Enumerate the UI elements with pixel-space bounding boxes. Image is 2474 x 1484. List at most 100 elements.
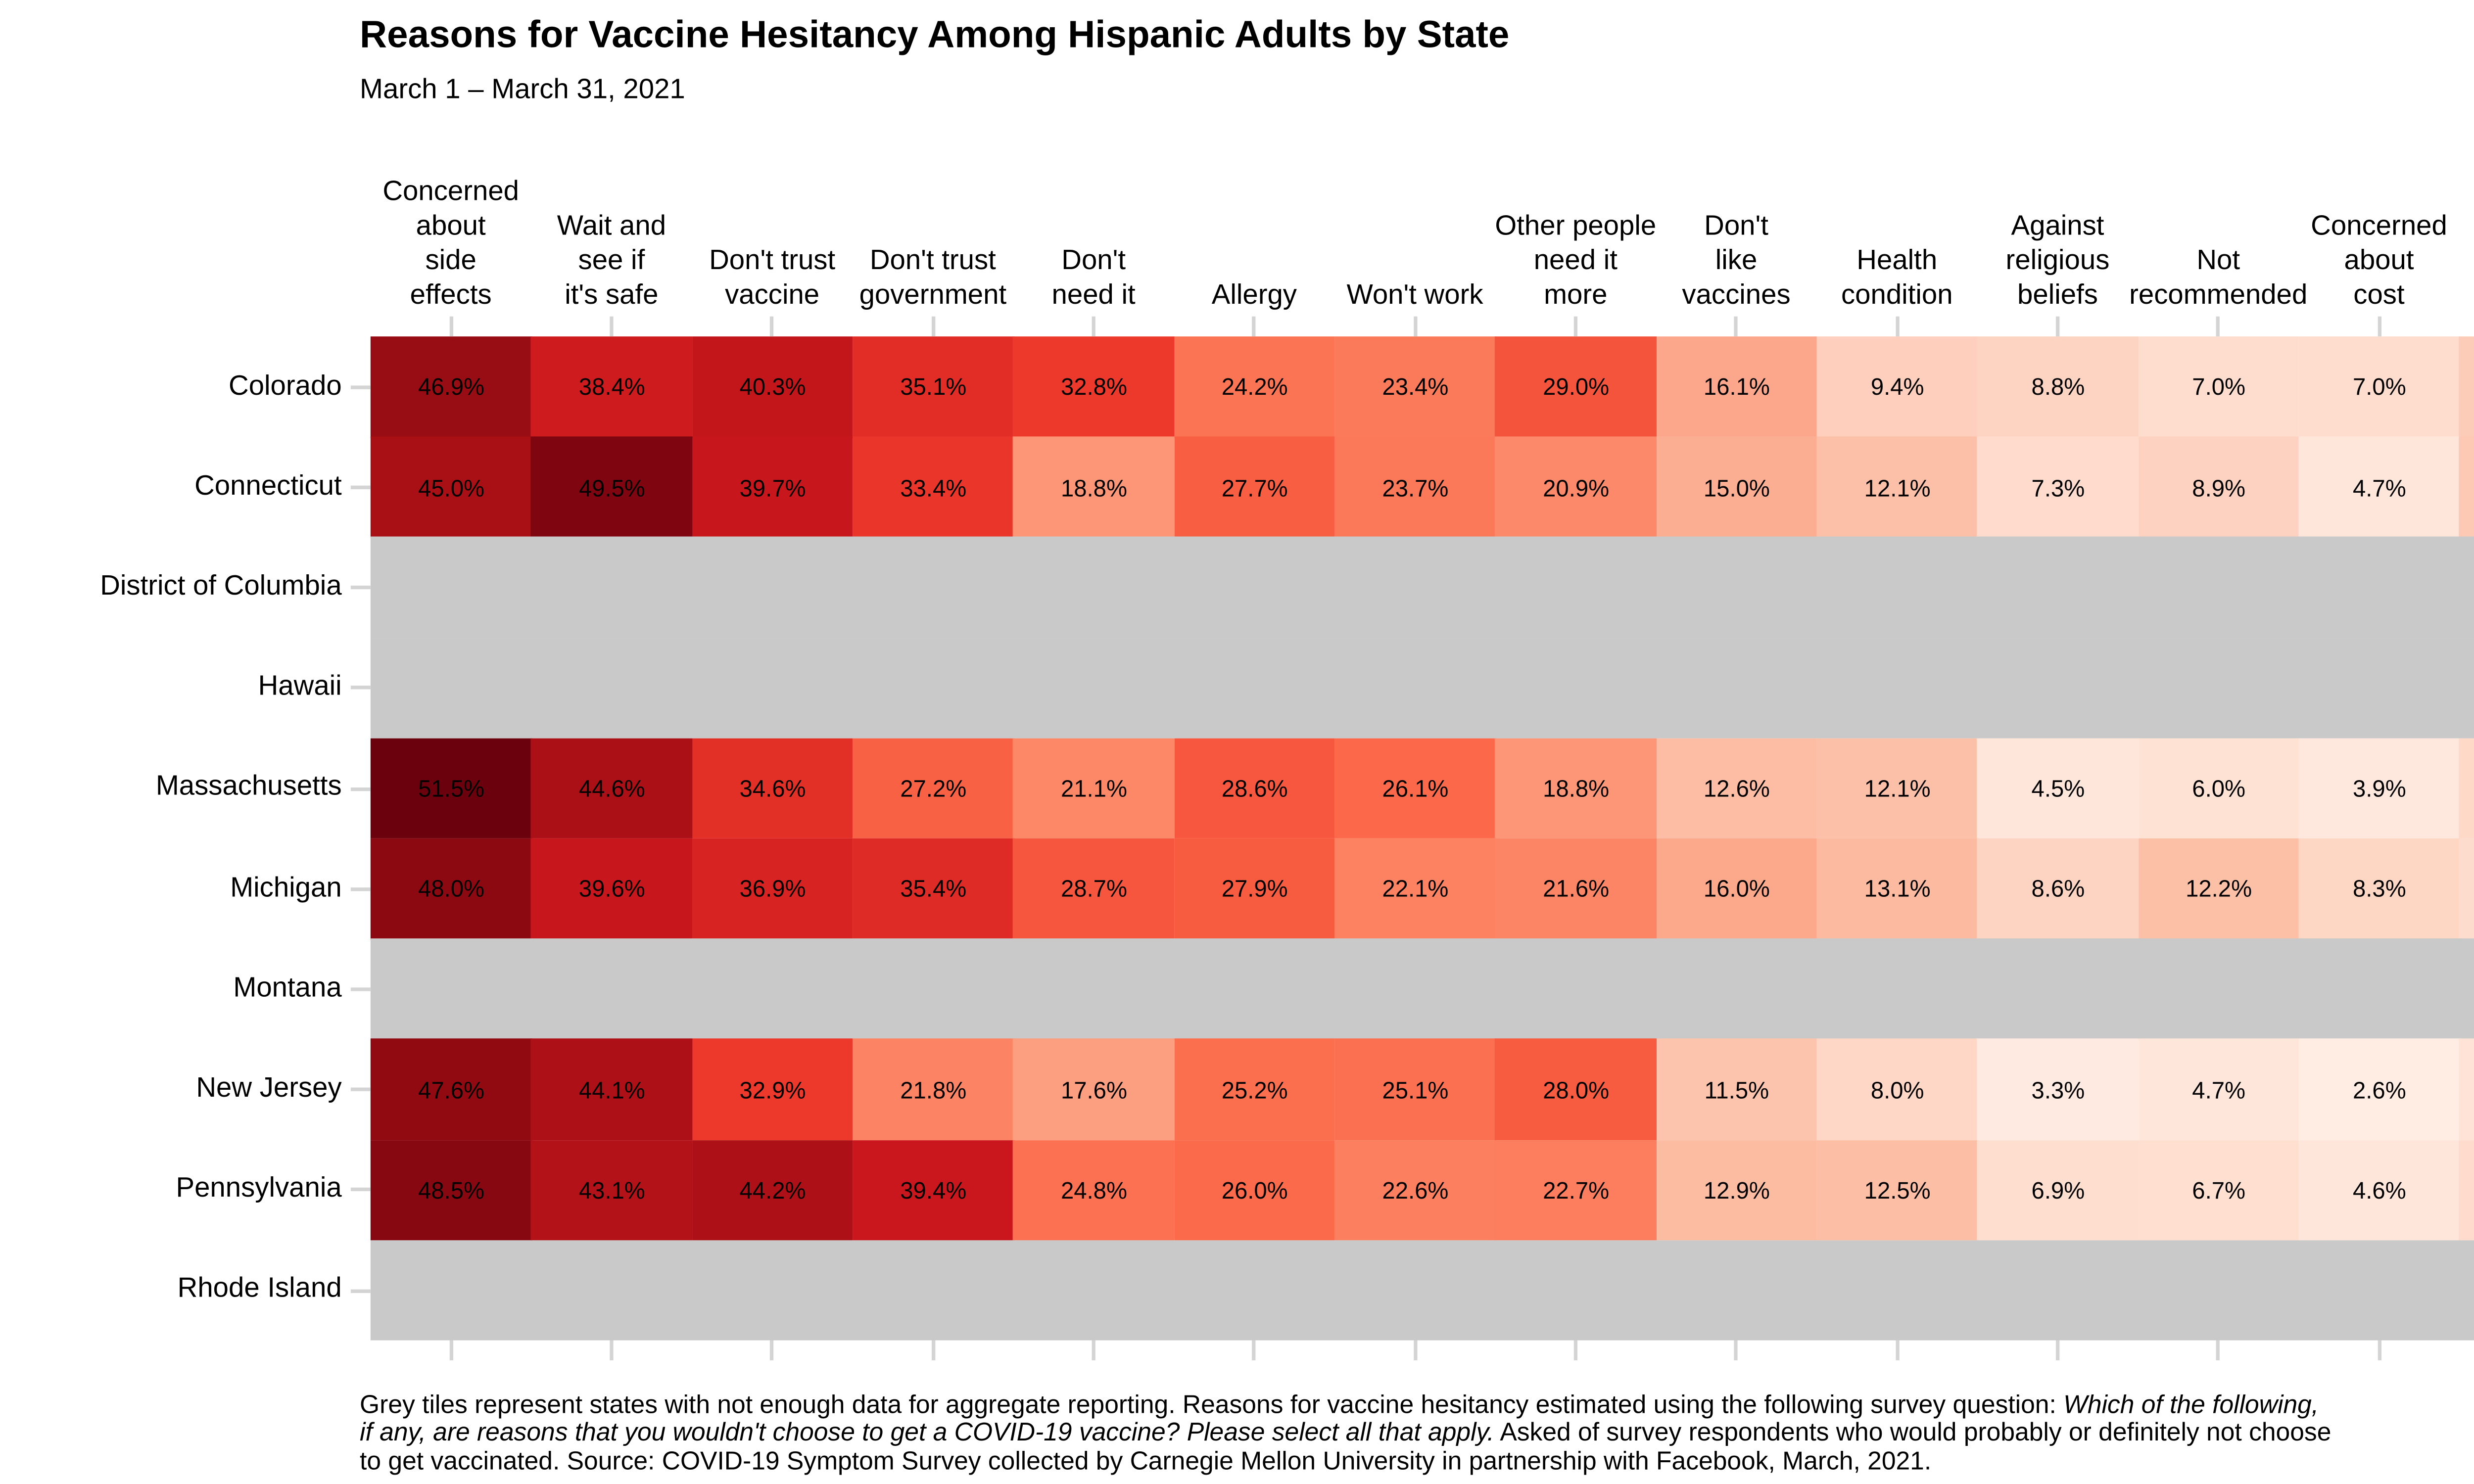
column-header: Against religious beliefs [2005,211,2110,311]
cell-value: 21.8% [900,1076,967,1104]
cell-value: 17.6% [1060,1076,1128,1104]
cell-value: 8.8% [2031,373,2085,401]
axis-tick [770,317,774,337]
heatmap-cell: 27.9% [1174,838,1336,940]
cell-value: 25.1% [1382,1076,1449,1104]
heatmap-cell: 21.6% [1495,838,1657,940]
cell-value: 13.1% [1864,875,1931,903]
cell-value: 39.7% [739,473,806,501]
cell-value: 22.6% [1382,1176,1449,1204]
cell-value: 9.4% [1870,373,1924,401]
heatmap-cell: 3.9% [2298,738,2461,839]
heatmap-cell: 7.3% [2459,1139,2474,1241]
cell-value: 46.9% [418,373,485,401]
row-label: District of Columbia [100,571,342,602]
cell-value: 27.9% [1221,875,1288,903]
heatmap-cell: 6.7% [2138,1139,2300,1241]
heatmap-cell: 8.8% [1977,336,2139,438]
cell-value: 12.9% [1703,1176,1770,1204]
column-header: Won't work [1346,280,1483,311]
cell-value: 44.6% [578,775,645,802]
cell-value: 21.6% [1543,875,1610,903]
row-label: Massachusetts [155,772,342,803]
axis-tick [350,787,371,790]
axis-tick [2377,1341,2381,1361]
axis-tick [350,987,371,991]
footnote-line: Grey tiles represent states with not eno… [360,1391,2319,1421]
axis-tick [2377,317,2381,337]
cell-value: 26.1% [1382,775,1449,802]
cell-value: 23.4% [1382,373,1449,401]
column-header: Don't trust vaccine [709,245,836,311]
cell-value: 32.9% [739,1076,806,1104]
heatmap-cell: 7.8% [2459,738,2474,839]
heatmap-cell: 17.6% [1013,1039,1175,1141]
axis-tick [350,1088,371,1092]
heatmap-cell: 22.7% [1495,1139,1657,1241]
heatmap-cell: 23.4% [1334,336,1496,438]
heatmap-cell: 4.6% [2298,1139,2461,1241]
heatmap-cell: 12.2% [2138,838,2300,940]
no-data-row [370,1240,2474,1342]
heatmap-cell: 9.4% [1816,336,1978,438]
cell-value: 6.7% [2192,1176,2246,1204]
column-header: Pregnancy [2473,278,2474,313]
column-headers: Concerned about side effects Wait and see if i… [371,0,2474,313]
cell-value: 27.7% [1221,473,1288,501]
heatmap-cell: 10.0% [2459,336,2474,438]
heatmap-cell: 28.7% [1013,838,1175,940]
cell-value: 4.6% [2353,1176,2406,1204]
cell-value: 26.0% [1221,1176,1288,1204]
column-header: Health condition [1841,245,1953,311]
column-header: Other people need it more [1495,211,1657,311]
cell-value: 16.1% [1703,373,1770,401]
axis-tick [1734,317,1738,337]
heatmap-cell: 12.1% [1816,738,1978,839]
heatmap-cell: 27.2% [853,738,1014,839]
axis-tick [2216,1341,2220,1361]
heatmap-cell: 38.4% [531,336,693,438]
cell-value: 8.0% [1870,1076,1924,1104]
axis-tick [350,485,371,489]
cell-value: 28.0% [1543,1076,1610,1104]
cell-value: 32.8% [1060,373,1128,401]
axis-tick [1573,1341,1577,1361]
heatmap-cell: 12.6% [1656,738,1818,839]
column-header: Don't like vaccines [1682,211,1791,311]
heatmap-cell: 36.9% [692,838,854,940]
heatmap-cell: 25.2% [1174,1039,1336,1141]
axis-tick [2216,317,2220,337]
heatmap-cell: 4.7% [2138,1039,2300,1141]
cell-value: 6.9% [2031,1176,2085,1204]
heatmap-cell: 3.3% [1977,1039,2139,1141]
axis-tick [1252,1341,1256,1361]
cell-value: 40.3% [739,373,806,401]
axis-tick [350,385,371,389]
heatmap-cell: 48.5% [370,1139,532,1241]
cell-value: 18.8% [1543,775,1610,802]
heatmap-cell: 7.0% [2298,336,2461,438]
heatmap-cell: 39.7% [692,437,854,538]
cell-value: 25.2% [1221,1076,1288,1104]
cell-value: 48.5% [418,1176,485,1204]
heatmap-cell: 12.5% [1816,1139,1978,1241]
heatmap-cell: 44.2% [692,1139,854,1241]
heatmap-cell: 49.5% [531,437,693,538]
axis-tick [2055,317,2060,337]
axis-tick [350,1188,371,1192]
cell-value: 51.5% [418,775,485,802]
heatmap-cell: 44.6% [531,738,693,839]
cell-value: 4.5% [2031,775,2085,802]
footnote-line: to get vaccinated. Source: COVID-19 Symp… [360,1446,1932,1476]
heatmap-cell: 13.1% [1816,838,1978,940]
cell-value: 36.9% [739,875,806,903]
heatmap-cell: 21.1% [1013,738,1175,839]
heatmap-cell: 26.1% [1334,738,1496,839]
row-label: New Jersey [196,1073,342,1104]
row-label: Connecticut [194,470,342,502]
axis-tick [1252,317,1256,337]
column-header: Not recommended [2129,245,2308,311]
no-data-row [370,938,2474,1040]
column-header: Allergy [1211,280,1297,311]
